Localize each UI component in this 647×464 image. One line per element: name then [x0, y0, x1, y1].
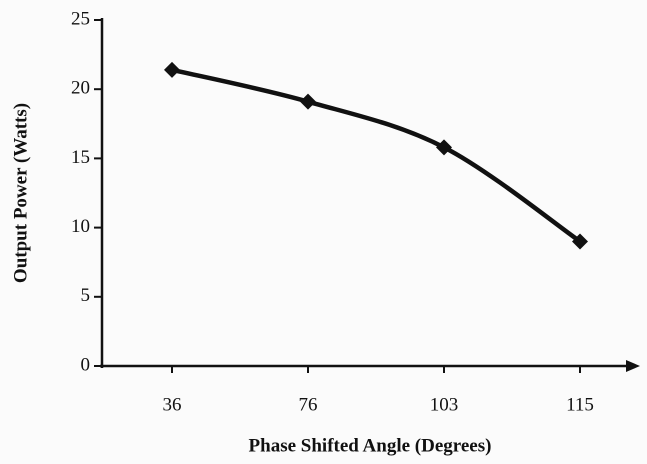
x-axis-arrow	[626, 360, 640, 372]
x-tick-label: 115	[566, 394, 594, 415]
x-tick-label: 103	[430, 394, 459, 415]
y-tick-label: 20	[71, 78, 90, 99]
y-tick-label: 5	[81, 285, 91, 306]
marker	[572, 233, 588, 250]
y-axis-label: Output Power (Watts)	[10, 103, 31, 283]
x-tick-label: 36	[163, 394, 182, 415]
marker	[300, 93, 316, 110]
marker	[436, 139, 452, 156]
y-tick-label: 25	[71, 8, 90, 29]
x-tick-label: 76	[299, 394, 318, 415]
y-tick-label: 10	[71, 216, 90, 237]
x-axis-label: Phase Shifted Angle (Degrees)	[249, 435, 492, 456]
line	[171, 67, 582, 244]
marker	[164, 61, 180, 78]
y-tick-label: 15	[71, 147, 90, 168]
y-tick-label: 0	[81, 354, 91, 375]
